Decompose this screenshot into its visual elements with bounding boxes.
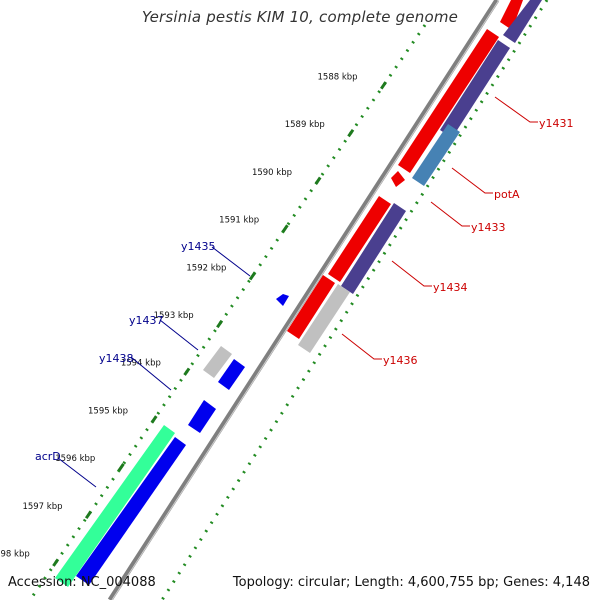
inner-dotted-guide xyxy=(28,24,427,600)
genome-backbone-highlight xyxy=(111,0,500,600)
scale-tick xyxy=(347,128,355,138)
scale-tick-label: 1594 kbp xyxy=(121,359,161,369)
gene-y1430-bar[interactable] xyxy=(503,0,542,43)
scale-ticks: 1588 kbp 1589 kbp 1590 kbp 1591 kbp 1592 kbp… xyxy=(0,72,388,567)
outer-dotted-guide xyxy=(160,0,549,600)
scale-tick xyxy=(117,463,125,472)
gene-label-y1437[interactable]: y1437 xyxy=(129,314,164,327)
gene-potA-arrow[interactable] xyxy=(391,171,405,187)
scale-tick-label: 1588 kbp xyxy=(318,72,358,82)
scale-tick-label: 1592 kbp xyxy=(186,263,226,273)
scale-tick-label: 1598 kbp xyxy=(0,550,30,560)
gene-label-acrD[interactable]: acrD xyxy=(35,450,61,463)
gene-acrD-arrow[interactable] xyxy=(55,425,175,587)
accession-text: Accession: NC_004088 xyxy=(8,575,156,590)
left-leader-lines xyxy=(57,246,251,488)
gene-label-y1435[interactable]: y1435 xyxy=(181,240,216,253)
gene-label-y1433[interactable]: y1433 xyxy=(471,221,506,234)
right-leader-lines xyxy=(341,96,538,360)
scale-tick xyxy=(183,367,191,376)
topology-text: Topology: circular; Length: 4,600,755 bp… xyxy=(232,575,590,590)
gene-y1437-box[interactable] xyxy=(203,346,232,378)
gene-y1434-arrow[interactable] xyxy=(287,275,335,339)
gene-acrD-bar[interactable] xyxy=(76,437,186,585)
scale-tick xyxy=(314,176,322,185)
genome-title: Yersinia pestis KIM 10, complete genome xyxy=(141,8,459,26)
scale-tick xyxy=(52,558,60,567)
scale-tick xyxy=(216,319,224,329)
gene-y1437b-arrow[interactable] xyxy=(218,359,245,390)
gene-y1436-bar[interactable] xyxy=(298,284,350,353)
gene-y1430-arrow[interactable] xyxy=(500,0,523,30)
gene-label-y1434[interactable]: y1434 xyxy=(433,281,468,294)
scale-tick-label: 1595 kbp xyxy=(88,406,128,416)
gene-label-y1431[interactable]: y1431 xyxy=(539,117,574,130)
gene-y1435-arrow[interactable] xyxy=(276,294,289,306)
scale-tick xyxy=(84,510,92,520)
scale-tick-label: 1593 kbp xyxy=(154,311,194,321)
scale-tick xyxy=(248,272,256,281)
gene-label-potA[interactable]: potA xyxy=(494,188,520,201)
scale-tick xyxy=(150,415,158,424)
scale-tick xyxy=(281,224,289,233)
genome-backbone xyxy=(107,0,500,600)
gene-label-y1436[interactable]: y1436 xyxy=(383,354,418,367)
scale-tick-label: 1590 kbp xyxy=(252,168,292,178)
gene-y1434-bar[interactable] xyxy=(341,203,406,294)
gene-y1431-arrow[interactable] xyxy=(398,29,499,173)
scale-tick-label: 1591 kbp xyxy=(219,216,259,226)
scale-tick-label: 1589 kbp xyxy=(285,120,325,130)
gene-y1431-bar[interactable] xyxy=(440,40,510,138)
gene-potA-bar[interactable] xyxy=(412,124,460,186)
scale-tick-label: 1596 kbp xyxy=(55,454,95,464)
scale-tick xyxy=(380,81,388,90)
gene-label-y1438[interactable]: y1438 xyxy=(99,352,134,365)
scale-tick-label: 1597 kbp xyxy=(22,502,62,512)
gene-y1433-arrow[interactable] xyxy=(328,196,391,282)
gene-y1438-arrow[interactable] xyxy=(188,400,216,433)
